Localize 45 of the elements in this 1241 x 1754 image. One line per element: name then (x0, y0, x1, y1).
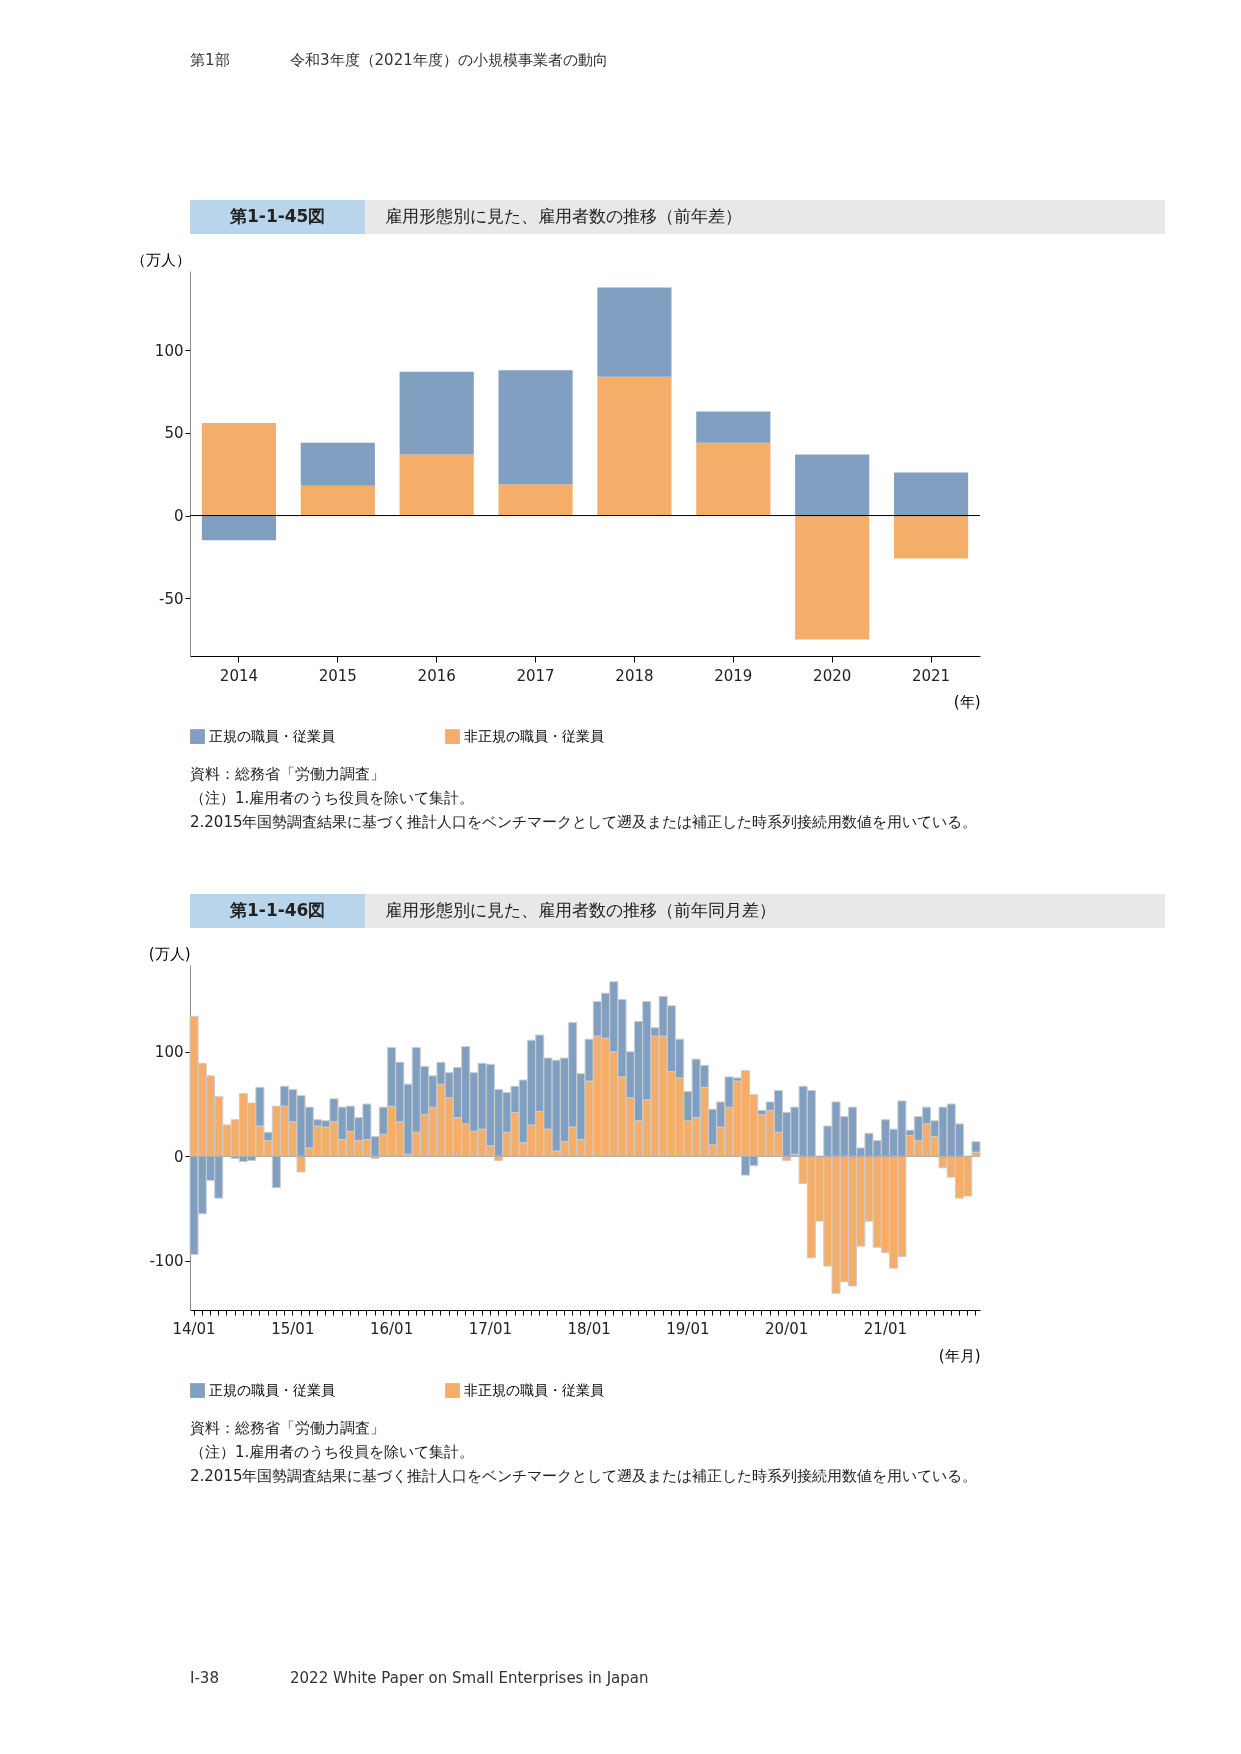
legend-label: 非正規の職員・従業員 (464, 727, 604, 744)
text: 第1部 (190, 51, 230, 69)
x-axis-title: (年) (953, 692, 981, 711)
x-tick-label: 14/01 (172, 1319, 216, 1338)
y-tick-label: 100 (154, 1043, 184, 1062)
x-tick-label: 17/01 (468, 1319, 512, 1338)
y-tick-label: 100 (154, 341, 184, 360)
y-axis-title: （万人） (130, 250, 191, 269)
text: 令和3年度（2021年度）の小規模事業者の動向 (290, 51, 608, 69)
x-tick-label: 2015 (318, 666, 357, 685)
y-tick-label: 0 (173, 1147, 184, 1166)
chart-title: 第1-1-45図 (229, 206, 326, 226)
y-tick-label: -100 (149, 1252, 184, 1271)
legend-label: 非正規の職員・従業員 (464, 1381, 604, 1398)
text: 資料：総務省「労働力調査」 (190, 1419, 385, 1437)
x-tick-label: 2014 (219, 666, 259, 685)
x-tick-label: 18/01 (567, 1319, 611, 1338)
text: （注）1.雇用者のうち役員を除いて集計。 (190, 789, 475, 807)
x-tick-label: 16/01 (369, 1319, 414, 1338)
legend-label: 正規の職員・従業員 (209, 727, 335, 744)
x-tick-label: 2021 (911, 666, 951, 685)
x-tick-label: 2018 (615, 666, 654, 685)
x-tick-label: 2020 (813, 666, 852, 685)
x-tick-label: 19/01 (666, 1319, 710, 1338)
text: 2022 White Paper on Small Enterprises in Japan (290, 1669, 649, 1687)
x-tick-label: 20/01 (765, 1319, 809, 1338)
x-tick-label: 15/01 (271, 1319, 315, 1338)
x-axis-title: (年月) (938, 1346, 981, 1365)
x-tick-label: 2016 (417, 666, 456, 685)
x-tick-label: 2019 (714, 666, 753, 685)
text: （注）1.雇用者のうち役員を除いて集計。 (190, 1443, 475, 1461)
text: 2.2015年国勢調査結果に基づく推計人口をベンチマークとして遡及または補正した時系列接続用数値を用いている。 (190, 813, 978, 831)
x-tick-label: 2017 (516, 666, 555, 685)
x-tick-label: 21/01 (863, 1319, 908, 1338)
y-axis-title: (万人) (148, 944, 191, 963)
y-tick-label: 0 (173, 507, 184, 526)
text: 資料：総務省「労働力調査」 (190, 765, 385, 783)
text: 2.2015年国勢調査結果に基づく推計人口をベンチマークとして遡及または補正した時系列接続用数値を用いている。 (190, 1467, 978, 1485)
text: I-38 (190, 1669, 219, 1687)
chart-title: 第1-1-46図 (229, 900, 326, 920)
y-tick-label: 50 (164, 424, 184, 443)
chart-subtitle: 雇用形態別に見た、雇用者数の推移（前年同月差） (385, 900, 776, 920)
legend-label: 正規の職員・従業員 (209, 1381, 335, 1398)
y-tick-label: -50 (159, 589, 184, 608)
chart-subtitle: 雇用形態別に見た、雇用者数の推移（前年差） (385, 206, 742, 226)
